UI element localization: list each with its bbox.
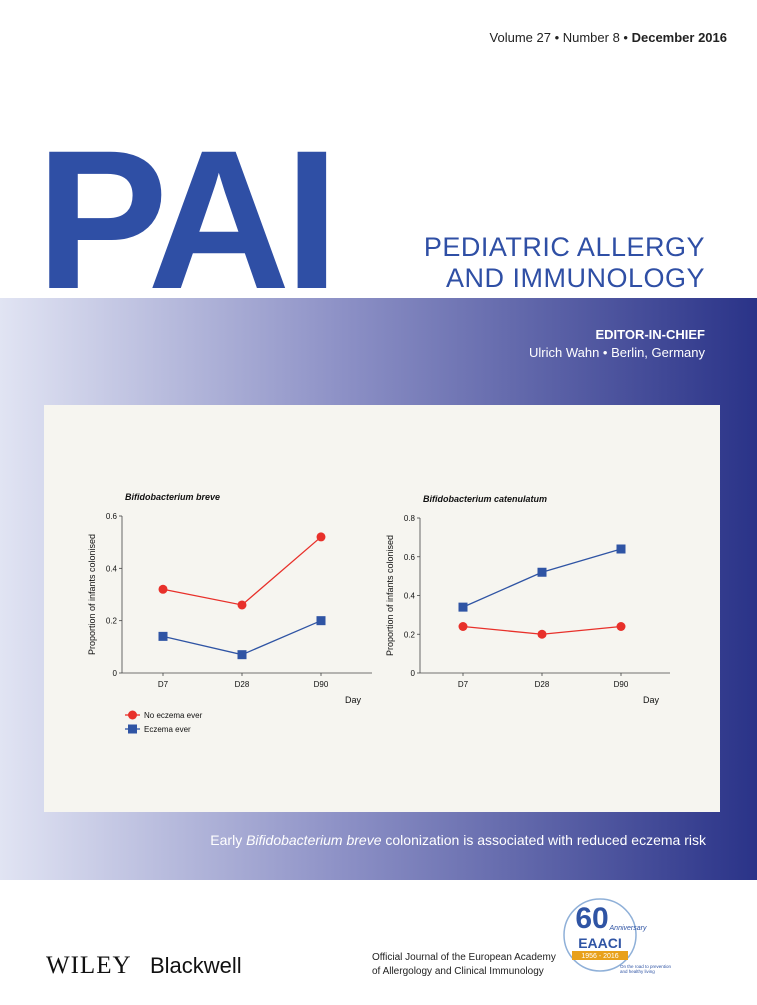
anniversary-badge: 60 Anniversary EAACI 1956 - 2016 On the … (563, 898, 672, 974)
y-tick-label: 0.6 (106, 512, 118, 521)
badge-stripe (572, 951, 628, 960)
journal-note: of Allergology and Clinical Immunology (372, 966, 544, 977)
journal-title: AND IMMUNOLOGY (446, 263, 705, 293)
badge-anniversary: Anniversary (609, 925, 647, 932)
y-tick-label: 0.4 (404, 592, 416, 601)
marker (158, 584, 168, 594)
y-tick-label: 0 (411, 669, 416, 678)
issue-date: December 2016 (632, 30, 727, 45)
badge-motto: On the road to prevention (620, 964, 672, 969)
y-axis-label: Proportion of infants colonised (385, 535, 395, 656)
legend-label: No eczema ever (144, 711, 203, 720)
marker (458, 622, 468, 631)
publisher-wiley: WILEY (46, 952, 132, 979)
x-tick-label: D90 (614, 680, 629, 689)
marker (128, 710, 137, 720)
badge-name: EAACI (578, 935, 622, 951)
x-tick-label: D90 (314, 680, 329, 689)
editor: Ulrich Wahn • Berlin, Germany (529, 345, 706, 360)
x-tick-label: D7 (158, 680, 169, 689)
figure-panel (44, 405, 720, 812)
journal-note: Official Journal of the European Academy (372, 952, 556, 963)
badge-number: 60 (575, 902, 608, 935)
marker (537, 567, 547, 577)
x-axis-label: Day (643, 695, 660, 705)
y-tick-label: 0.2 (106, 617, 118, 626)
acronym: PAI (36, 109, 333, 330)
y-tick-label: 0 (113, 669, 118, 678)
marker (237, 650, 247, 660)
marker (316, 532, 326, 542)
y-tick-label: 0.6 (404, 553, 416, 562)
y-tick-label: 0.4 (106, 564, 118, 573)
marker (458, 602, 468, 612)
y-axis-label: Proportion of infants colonised (87, 534, 97, 655)
marker (316, 616, 326, 626)
marker (616, 622, 626, 631)
chart-title: Bifidobacterium catenulatum (423, 494, 547, 504)
marker (237, 600, 247, 610)
caption: Early Bifidobacterium breve colonization… (210, 832, 707, 848)
badge-years: 1956 - 2016 (581, 953, 618, 960)
legend-label: Eczema ever (144, 725, 191, 734)
chart-title: Bifidobacterium breve (125, 492, 220, 502)
marker (537, 629, 547, 639)
caption-species: Bifidobacterium breve (246, 832, 382, 848)
y-tick-label: 0.2 (404, 630, 416, 639)
issue-text: Volume 27 • Number 8 • (490, 30, 632, 45)
editor-heading: EDITOR-IN-CHIEF (595, 327, 705, 342)
x-tick-label: D7 (458, 680, 469, 689)
marker (158, 631, 168, 641)
publisher-blackwell: Blackwell (150, 953, 242, 978)
caption-text: colonization is associated with reduced … (382, 832, 707, 848)
charts: Bifidobacterium breve Proportion of infan… (87, 492, 670, 734)
journal-title: PEDIATRIC ALLERGY (424, 232, 705, 262)
marker (616, 544, 626, 554)
y-tick-label: 0.8 (404, 514, 416, 523)
marker (128, 724, 137, 734)
issue-line: Volume 27 • Number 8 • December 2016 (490, 30, 727, 45)
x-tick-label: D28 (235, 680, 250, 689)
x-axis-label: Day (345, 695, 362, 705)
badge-motto: and healthy living (620, 969, 655, 974)
x-tick-label: D28 (535, 680, 550, 689)
caption-text: Early (210, 832, 246, 848)
